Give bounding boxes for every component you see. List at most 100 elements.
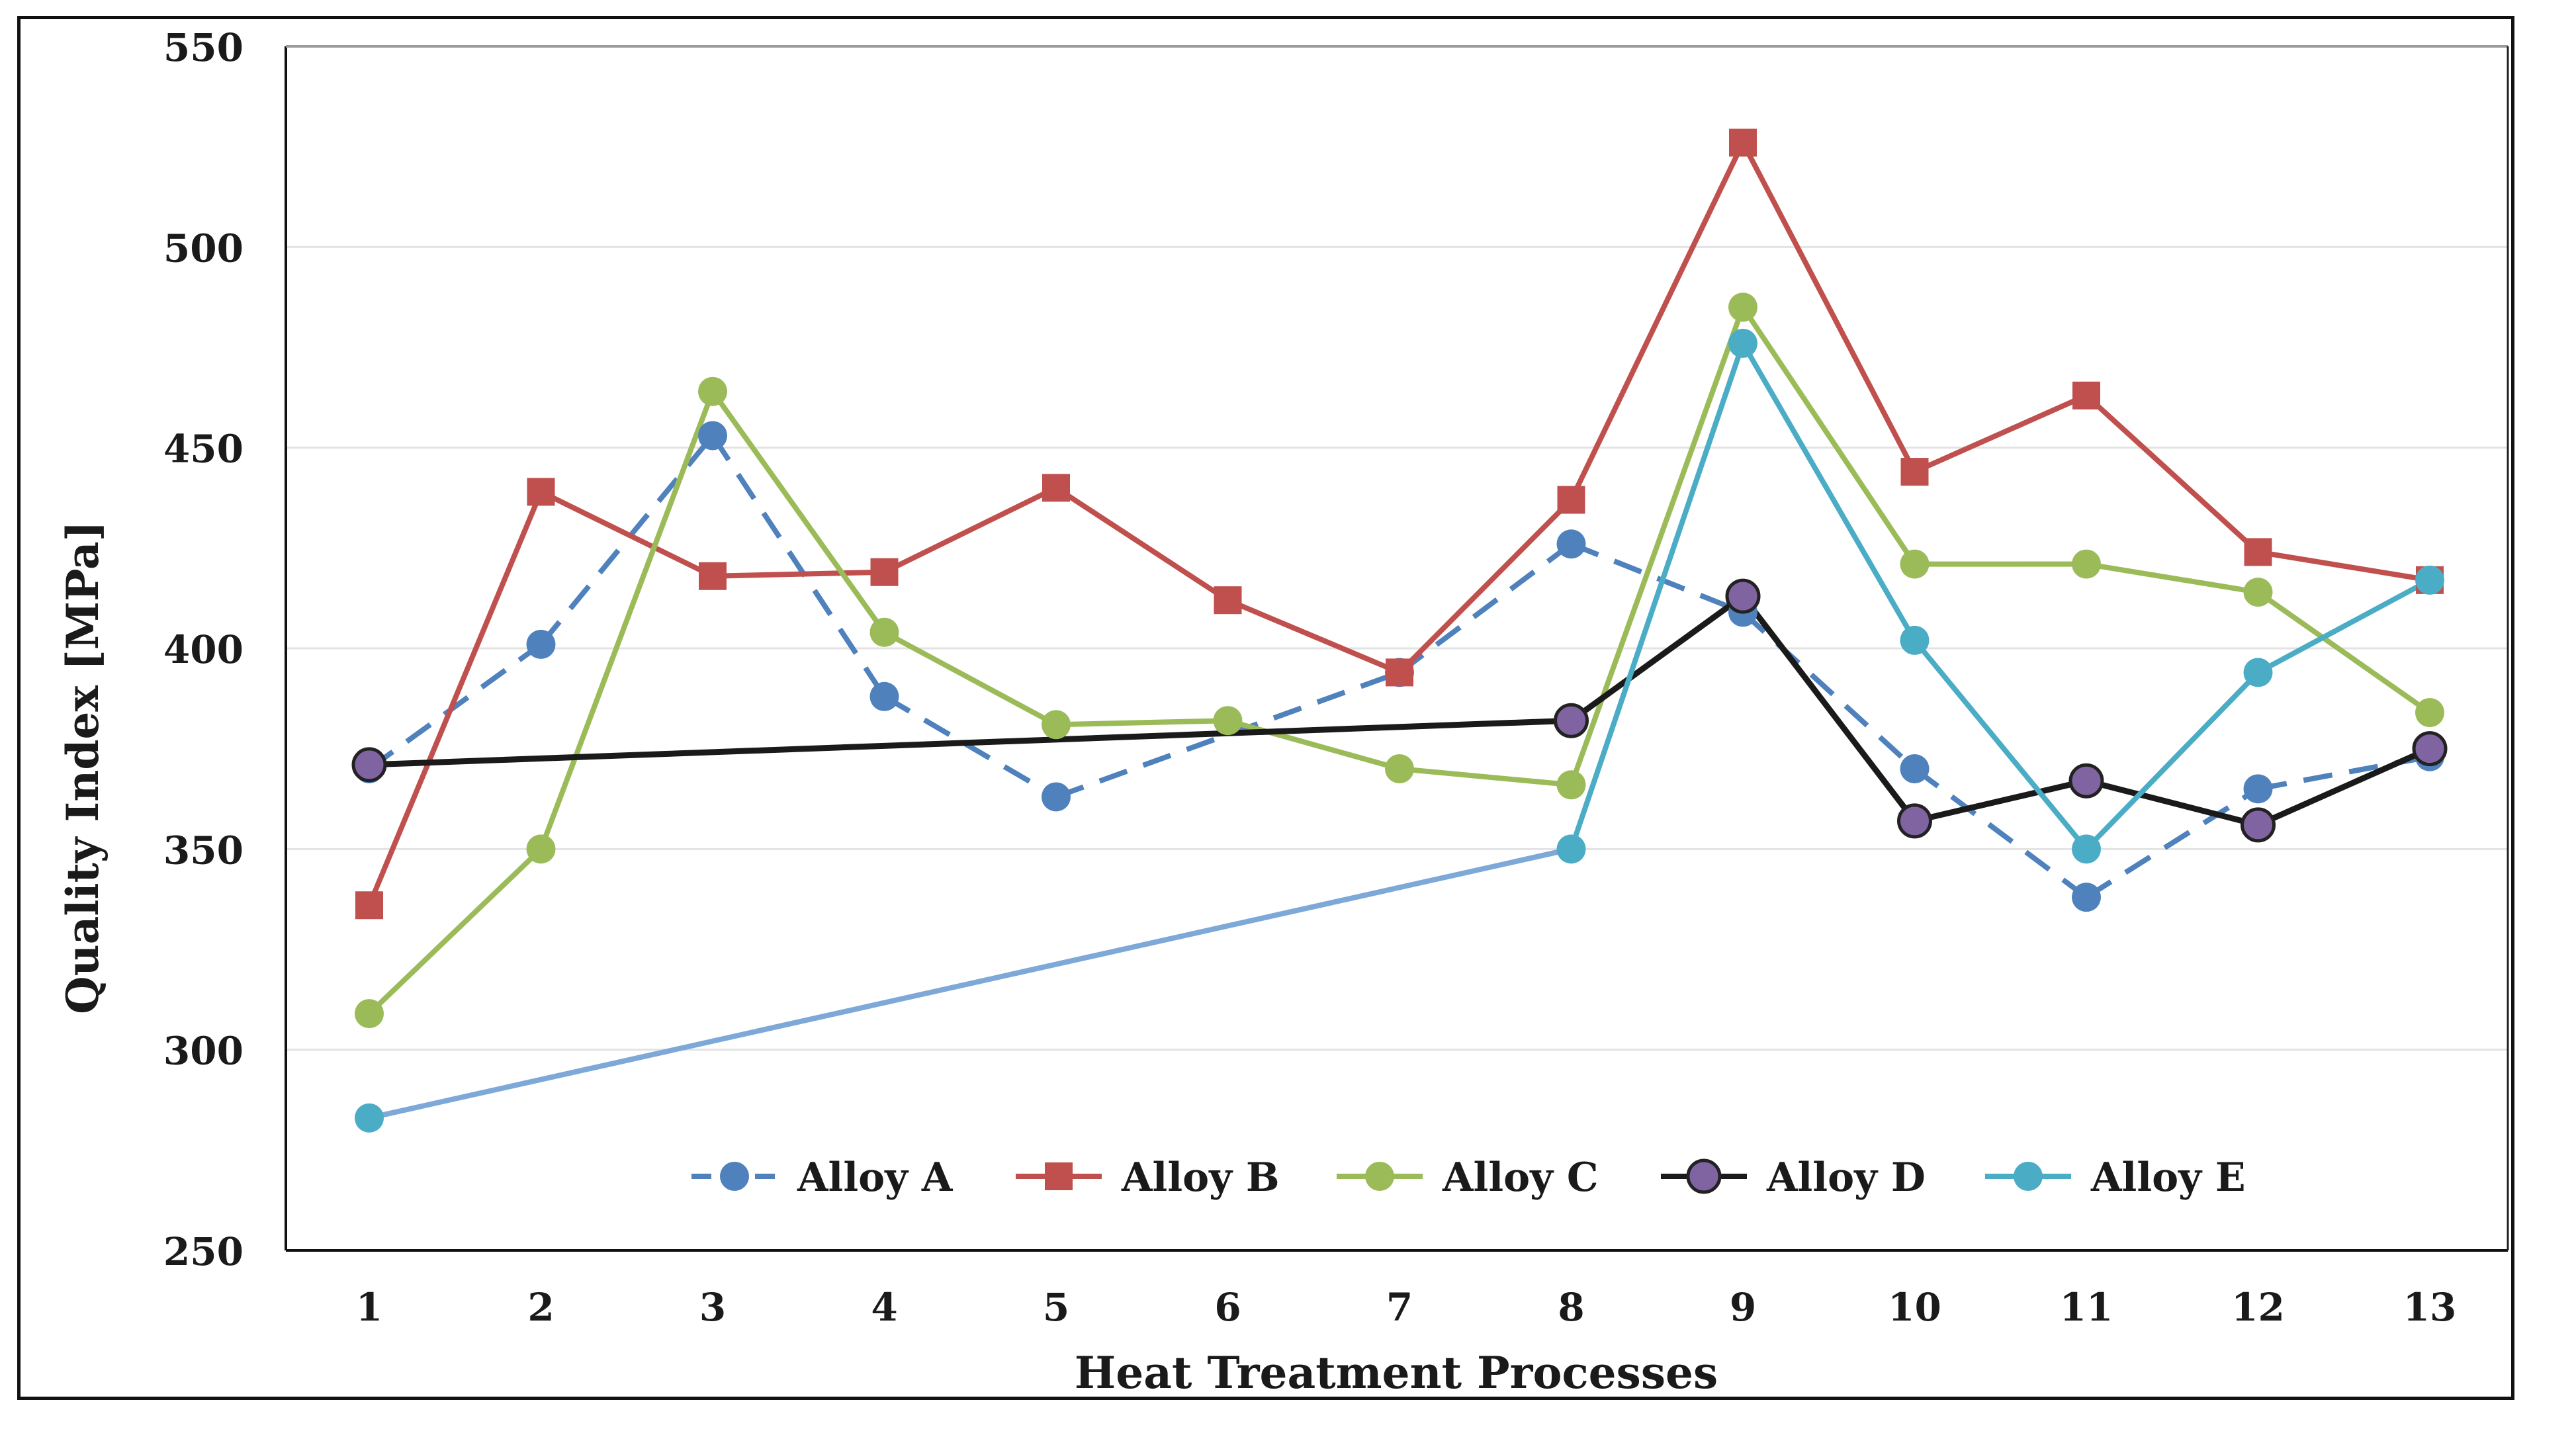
alloy-d-marker (2241, 807, 2276, 843)
legend-label-alloy-a: Alloy A (797, 1154, 954, 1201)
alloy-e-marker (1900, 625, 1930, 655)
alloy-d-marker (1725, 578, 1761, 614)
alloy-a-marker (1556, 529, 1586, 559)
alloy-e-marker (2415, 565, 2444, 595)
y-tick-250: 250 (163, 1229, 244, 1274)
alloy-b-segment (367, 489, 544, 908)
legend-marker-alloy-a (720, 1162, 749, 1191)
alloy-b-marker (699, 562, 727, 590)
x-tick-8: 8 (1558, 1285, 1584, 1330)
x-tick-2: 2 (527, 1285, 554, 1330)
alloy-b-segment (710, 569, 887, 579)
y-tick-300: 300 (163, 1029, 244, 1074)
alloy-a-marker (1042, 782, 1071, 812)
alloy-d-segment (1740, 593, 1918, 824)
y-tick-labels: 250 300 350 400 450 500 550 (163, 25, 244, 1274)
alloy-b-marker (1557, 486, 1585, 514)
alloy-e-marker (1728, 328, 1757, 358)
alloy-c-segment (367, 846, 544, 1017)
x-tick-5: 5 (1043, 1285, 1069, 1330)
x-tick-3: 3 (699, 1285, 726, 1330)
alloy-c-marker (355, 999, 384, 1029)
alloy-b-segment (1397, 497, 1574, 675)
alloy-d-segment (2255, 746, 2433, 828)
alloy-b-marker (2244, 538, 2272, 566)
alloy-b-segment (1740, 140, 1918, 475)
alloy-a-segment (883, 694, 1058, 799)
alloy-b-segment (2255, 549, 2432, 583)
alloy-b-marker (870, 558, 899, 586)
legend: Alloy A Alloy B Alloy C Alloy D Alloy E (691, 1154, 2246, 1201)
alloy-c-segment (2084, 561, 2261, 595)
alloy-a-segment (1741, 610, 1917, 771)
alloy-a-marker (1900, 754, 1930, 783)
alloy-e-marker (355, 1103, 384, 1133)
alloy-a-segment (367, 642, 543, 771)
alloy-a-marker (2243, 774, 2273, 804)
alloy-c-marker (1042, 710, 1071, 740)
gridlines (286, 45, 2508, 1051)
legend-marker-alloy-d (1686, 1158, 1722, 1194)
alloy-d-marker (2068, 763, 2104, 799)
x-tick-1: 1 (356, 1285, 382, 1330)
series-lines (366, 140, 2433, 1121)
legend-label-alloy-e: Alloy E (2090, 1154, 2246, 1201)
y-tick-350: 350 (163, 828, 244, 873)
alloy-c-segment (538, 388, 715, 852)
chart-frame (17, 16, 2514, 1400)
alloy-c-segment (1568, 304, 1746, 788)
y-tick-550: 550 (163, 25, 244, 70)
alloy-b-marker (1729, 128, 1757, 157)
x-tick-4: 4 (871, 1285, 897, 1330)
alloy-b-segment (1225, 597, 1402, 675)
alloy-d-marker (351, 747, 387, 783)
x-tick-7: 7 (1386, 1285, 1413, 1330)
alloy-a-marker (526, 629, 556, 659)
legend-label-alloy-c: Alloy C (1442, 1154, 1599, 1201)
alloy-c-segment (1053, 718, 1231, 728)
x-tick-12: 12 (2231, 1285, 2285, 1330)
x-tick-9: 9 (1730, 1285, 1756, 1330)
alloy-c-marker (1556, 770, 1586, 800)
x-tick-13: 13 (2403, 1285, 2457, 1330)
alloy-e-segment (1568, 340, 1746, 852)
alloy-c-marker (1213, 706, 1243, 736)
alloy-b-segment (2084, 392, 2261, 555)
alloy-c-marker (1728, 292, 1757, 322)
x-tick-11: 11 (2060, 1285, 2113, 1330)
alloy-c-segment (1397, 766, 1574, 788)
alloy-d-segment (2083, 777, 2261, 828)
alloy-e-marker (2243, 658, 2273, 687)
alloy-a-marker (869, 681, 899, 711)
alloy-c-segment (881, 629, 1059, 728)
legend-label-alloy-d: Alloy D (1766, 1154, 1926, 1201)
alloy-c-marker (2415, 698, 2444, 728)
alloy-c-marker (1385, 754, 1414, 783)
axes (285, 45, 2509, 1252)
x-axis-label: Heat Treatment Processes (1075, 1347, 1718, 1399)
alloy-a-marker (698, 421, 727, 451)
alloy-c-marker (526, 834, 556, 864)
x-tick-10: 10 (1888, 1285, 1941, 1330)
alloy-e-marker (1556, 834, 1586, 864)
alloy-c-segment (2255, 589, 2432, 716)
alloy-d-marker (1897, 803, 1932, 839)
alloy-a-segment (1570, 541, 1744, 615)
y-axis-label: Quality Index [MPa] (57, 521, 109, 1014)
x-tick-labels: 1 2 3 4 5 6 7 8 9 10 11 12 13 (356, 1285, 2457, 1330)
alloy-e-marker (2072, 834, 2101, 864)
alloy-c-segment (710, 388, 887, 635)
alloy-e-segment (2084, 670, 2261, 852)
alloy-b-segment (1053, 485, 1231, 603)
x-tick-6: 6 (1214, 1285, 1241, 1330)
alloy-b-marker (1214, 586, 1242, 615)
alloy-c-marker (2072, 549, 2101, 579)
alloy-b-marker (1386, 658, 1413, 687)
alloy-b-segment (1568, 140, 1746, 503)
alloy-e-segment (1740, 340, 1918, 643)
y-tick-450: 450 (163, 427, 244, 472)
y-tick-400: 400 (163, 627, 244, 672)
alloy-b-segment (538, 489, 715, 579)
alloy-c-marker (698, 376, 727, 406)
